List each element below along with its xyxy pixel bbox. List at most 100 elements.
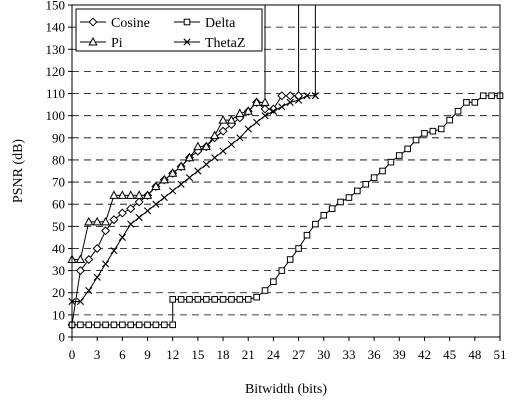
plot-frame: [71, 4, 501, 338]
data-point-delta: [211, 296, 218, 303]
data-point-delta: [161, 321, 168, 329]
data-point-delta: [320, 211, 328, 219]
y-axis-label: PSNR (dB): [11, 139, 26, 204]
legend-label-pi: Pi: [111, 36, 123, 51]
x-tick-label: 48: [468, 347, 481, 362]
data-point-pi: [142, 190, 153, 199]
legend-box: [75, 8, 263, 52]
data-point-thetaz: [303, 92, 311, 100]
data-point-delta: [446, 116, 453, 124]
data-point-thetaz: [194, 167, 202, 175]
data-point-pi: [235, 108, 245, 117]
data-point-delta: [387, 158, 395, 166]
data-point-thetaz: [244, 125, 252, 133]
x-tick-label: 36: [368, 347, 382, 362]
data-point-delta: [354, 187, 361, 195]
data-point-pi: [84, 216, 94, 226]
data-point-thetaz: [253, 118, 261, 126]
series-thetaz: [68, 5, 319, 306]
y-tick-label: 150: [46, 0, 66, 13]
data-point-thetaz: [211, 154, 219, 162]
series-delta: [68, 5, 504, 329]
data-point-cosine: [117, 208, 127, 218]
x-tick-label: 18: [217, 347, 230, 362]
data-point-delta: [370, 174, 378, 181]
data-point-pi: [226, 115, 237, 124]
data-point-thetaz: [227, 140, 236, 149]
data-point-thetaz: [110, 247, 118, 255]
data-point-delta: [328, 205, 336, 212]
x-tick-label: 3: [94, 347, 101, 362]
data-point-thetaz: [76, 297, 84, 306]
data-point-delta: [110, 321, 118, 329]
data-point-delta: [345, 194, 353, 201]
data-point-pi: [176, 161, 186, 171]
data-point-cosine: [277, 91, 287, 101]
data-point-thetaz: [286, 98, 294, 106]
data-point-pi: [251, 97, 262, 106]
data-point-delta: [337, 198, 344, 206]
legend-label-thetaz: ThetaZ: [205, 36, 245, 51]
data-point-pi: [201, 141, 211, 151]
y-tick-label: 130: [46, 42, 66, 57]
grid-lines: [72, 26, 500, 316]
data-point-delta: [77, 321, 84, 329]
data-point-delta: [244, 296, 252, 303]
x-tick-label: 12: [166, 347, 179, 362]
data-point-delta: [295, 245, 302, 252]
data-point-delta: [270, 278, 277, 285]
data-point-delta: [454, 107, 462, 115]
data-point-delta: [488, 92, 495, 100]
data-point-pi: [260, 97, 270, 106]
data-point-thetaz: [261, 112, 269, 120]
x-tick-label: 51: [494, 347, 507, 362]
data-point-thetaz: [160, 193, 168, 202]
data-point-delta: [85, 321, 93, 329]
data-point-pi: [210, 130, 220, 140]
series-cosine: [67, 5, 304, 330]
data-point-cosine: [260, 104, 270, 114]
x-tick-label: 42: [418, 347, 431, 362]
x-tick-label: 15: [191, 347, 204, 362]
data-point-delta: [127, 321, 135, 329]
data-point-delta: [404, 145, 411, 153]
data-point-delta: [278, 267, 286, 274]
data-point-thetaz: [177, 180, 185, 188]
data-point-thetaz: [143, 207, 152, 215]
data-point-delta: [169, 296, 177, 303]
data-point-thetaz: [236, 134, 244, 142]
legend-marker-cosine: [88, 17, 98, 27]
data-point-delta: [177, 296, 185, 303]
data-point-delta: [93, 321, 101, 329]
series-layer: [67, 5, 504, 330]
data-point-pi: [109, 190, 119, 199]
data-point-delta: [412, 136, 420, 144]
data-point-cosine: [109, 215, 119, 225]
x-tick-label: 45: [443, 347, 456, 362]
data-point-delta: [303, 231, 311, 239]
data-point-thetaz: [135, 213, 143, 222]
data-point-thetaz: [185, 174, 194, 182]
data-point-delta: [102, 321, 109, 329]
data-point-delta: [202, 296, 210, 303]
data-point-delta: [312, 220, 319, 228]
data-point-pi: [126, 190, 136, 199]
data-point-cosine: [84, 255, 94, 265]
y-tick-label: 60: [52, 197, 65, 212]
data-point-delta: [228, 296, 235, 303]
legend-marker-delta: [183, 18, 191, 26]
data-point-cosine: [268, 104, 278, 114]
y-tick-label: 10: [52, 307, 65, 322]
data-point-pi: [92, 216, 102, 226]
x-tick-label: 6: [119, 347, 126, 362]
data-point-pi: [184, 152, 195, 162]
data-point-pi: [243, 106, 253, 115]
y-tick-label: 70: [52, 175, 65, 190]
y-tick-label: 40: [52, 241, 65, 256]
data-point-thetaz: [169, 187, 177, 195]
series-pi: [67, 5, 270, 264]
legend: Cosine Delta Pi ThetaZ: [75, 8, 263, 52]
x-tick-label: 9: [144, 347, 151, 362]
data-point-thetaz: [85, 286, 93, 295]
